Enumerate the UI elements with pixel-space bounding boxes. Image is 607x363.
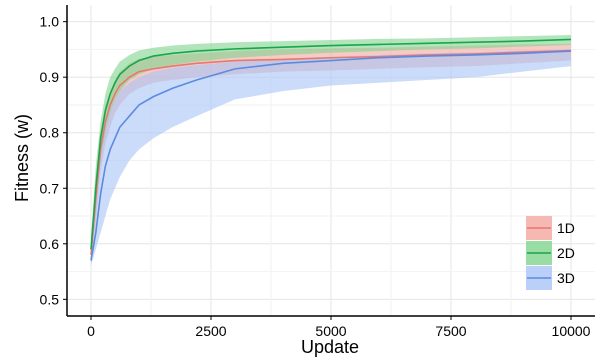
axes [63, 5, 595, 320]
x-axis-label: Update [301, 337, 359, 357]
legend-label-1d: 1D [557, 220, 575, 236]
y-tick-label: 1.0 [40, 14, 60, 30]
x-tick-label: 7500 [435, 323, 466, 339]
y-tick-label: 0.9 [40, 69, 60, 85]
line-1d [90, 49, 572, 255]
legend-label-3d: 3D [557, 270, 575, 286]
series-lines [90, 38, 572, 261]
legend: 1D 2D 3D [526, 216, 575, 290]
line-3d [90, 50, 572, 261]
y-tick-label: 0.7 [40, 180, 60, 196]
line-2d [90, 38, 572, 250]
band-2d [91, 34, 571, 255]
x-tick-label: 2500 [195, 323, 226, 339]
tick-labels: 0 2500 5000 7500 10000 0.5 0.6 0.7 0.8 0.9 1.0 [40, 14, 591, 339]
y-tick-label: 0.6 [40, 236, 60, 252]
y-tick-label: 0.5 [40, 291, 60, 307]
x-tick-label: 5000 [315, 323, 346, 339]
y-axis-label: Fitness (w) [12, 114, 32, 202]
confidence-bands [91, 34, 571, 267]
x-tick-label: 0 [87, 323, 95, 339]
y-tick-label: 0.8 [40, 125, 60, 141]
band-3d [91, 49, 571, 267]
x-tick-label: 10000 [552, 323, 591, 339]
legend-label-2d: 2D [557, 245, 575, 261]
